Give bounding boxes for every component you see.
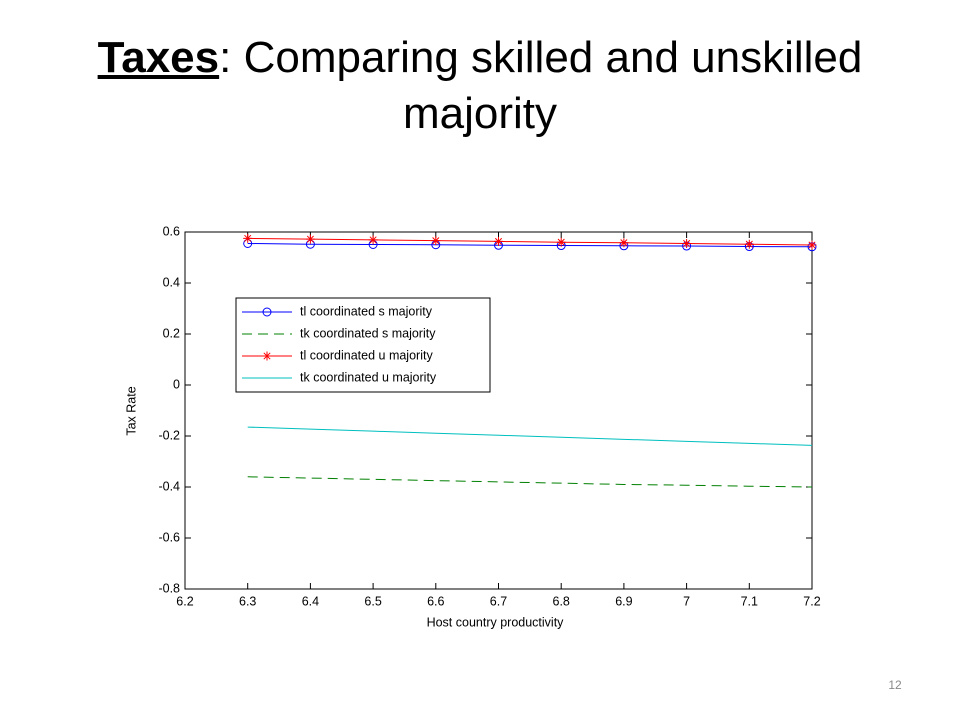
data-point: [556, 237, 566, 247]
data-point: [619, 238, 629, 248]
legend-label: tk coordinated s majority: [300, 326, 436, 340]
title-lead: Taxes: [97, 33, 220, 82]
y-tick-label: -0.6: [158, 530, 180, 544]
y-tick-label: 0.2: [163, 326, 180, 340]
y-tick-label: -0.4: [158, 479, 180, 493]
x-tick-label: 6.9: [615, 594, 632, 608]
x-tick-label: 6.5: [364, 594, 381, 608]
title-rest: : Comparing skilled and unskilled majori…: [219, 33, 863, 138]
legend-label: tl coordinated u majority: [300, 348, 433, 362]
y-tick-label: 0.4: [163, 275, 180, 289]
x-tick-label: 6.7: [490, 594, 507, 608]
x-tick-label: 6.2: [176, 594, 193, 608]
data-point: [243, 233, 253, 243]
data-point: [494, 236, 503, 246]
y-axis-label: Tax Rate: [124, 386, 138, 435]
legend-label: tl coordinated s majority: [300, 304, 433, 318]
data-point: [682, 238, 692, 248]
y-tick-label: 0.6: [163, 224, 180, 238]
x-tick-label: 7: [683, 594, 690, 608]
page-number: 12: [888, 678, 902, 692]
series-line: [247, 237, 813, 246]
x-tick-label: 6.4: [302, 594, 319, 608]
x-tick-label: 7.1: [741, 594, 758, 608]
series-line: [247, 242, 813, 248]
series-line: [247, 476, 813, 488]
x-tick-label: 6.6: [427, 594, 444, 608]
legend-box: [235, 297, 491, 393]
legend-marker: [262, 307, 272, 317]
series-line: [247, 426, 813, 446]
y-tick-label: -0.8: [158, 581, 180, 595]
x-tick-label: 6.8: [553, 594, 570, 608]
data-point: [744, 239, 754, 249]
x-axis-label: Host country productivity: [427, 615, 565, 629]
legend-label: tk coordinated u majority: [300, 370, 437, 384]
data-point: [431, 236, 441, 246]
data-point: [368, 235, 378, 245]
x-tick-label: 7.2: [803, 594, 820, 608]
y-tick-label: -0.2: [158, 428, 180, 442]
slide-title: Taxes: Comparing skilled and unskilled m…: [50, 30, 910, 142]
x-tick-label: 6.3: [239, 594, 256, 608]
y-tick-label: 0: [173, 377, 180, 391]
legend-marker: [262, 351, 272, 361]
data-point: [305, 234, 315, 244]
data-point: [807, 240, 817, 250]
plot-frame: [184, 231, 813, 590]
